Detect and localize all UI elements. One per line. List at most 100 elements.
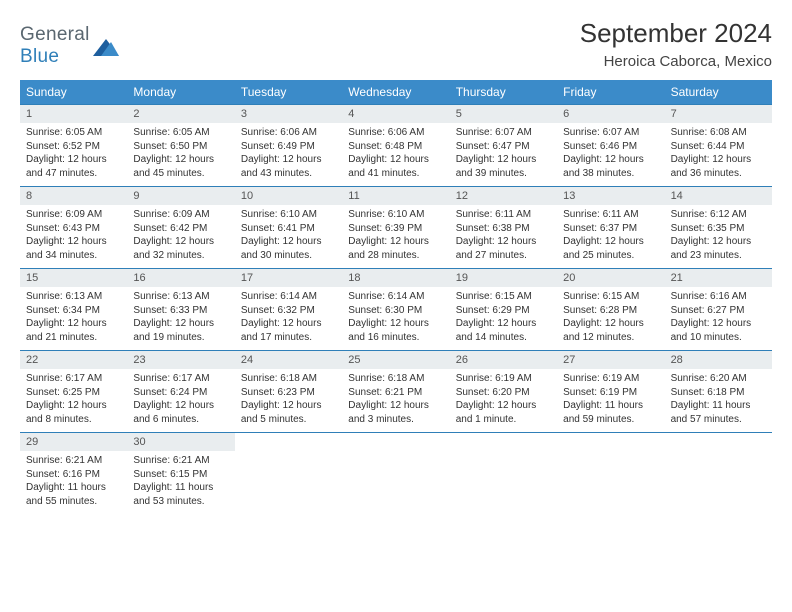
day-number: 3 xyxy=(235,105,342,123)
day-number: 8 xyxy=(20,187,127,205)
day-number: 23 xyxy=(127,351,234,369)
day-details: Sunrise: 6:12 AMSunset: 6:35 PMDaylight:… xyxy=(665,205,772,268)
calendar-cell: 30Sunrise: 6:21 AMSunset: 6:15 PMDayligh… xyxy=(127,433,234,514)
calendar-cell xyxy=(342,433,449,514)
calendar-cell xyxy=(665,433,772,514)
sunset-text: Sunset: 6:39 PM xyxy=(348,222,443,236)
dow-friday: Friday xyxy=(557,80,664,104)
calendar-cell: 29Sunrise: 6:21 AMSunset: 6:16 PMDayligh… xyxy=(20,433,127,514)
sunrise-text: Sunrise: 6:07 AM xyxy=(456,126,551,140)
calendar-cell: 28Sunrise: 6:20 AMSunset: 6:18 PMDayligh… xyxy=(665,351,772,432)
brand-part1: General xyxy=(20,24,90,45)
sunset-text: Sunset: 6:47 PM xyxy=(456,140,551,154)
calendar-cell: 12Sunrise: 6:11 AMSunset: 6:38 PMDayligh… xyxy=(450,187,557,268)
daylight-text: Daylight: 12 hours and 14 minutes. xyxy=(456,317,551,344)
sunrise-text: Sunrise: 6:05 AM xyxy=(133,126,228,140)
sunrise-text: Sunrise: 6:12 AM xyxy=(671,208,766,222)
daylight-text: Daylight: 12 hours and 23 minutes. xyxy=(671,235,766,262)
sunset-text: Sunset: 6:33 PM xyxy=(133,304,228,318)
day-details: Sunrise: 6:17 AMSunset: 6:24 PMDaylight:… xyxy=(127,369,234,432)
day-number: 13 xyxy=(557,187,664,205)
sunrise-text: Sunrise: 6:19 AM xyxy=(563,372,658,386)
daylight-text: Daylight: 12 hours and 6 minutes. xyxy=(133,399,228,426)
sunset-text: Sunset: 6:32 PM xyxy=(241,304,336,318)
day-details: Sunrise: 6:19 AMSunset: 6:19 PMDaylight:… xyxy=(557,369,664,432)
daylight-text: Daylight: 12 hours and 39 minutes. xyxy=(456,153,551,180)
sunrise-text: Sunrise: 6:10 AM xyxy=(348,208,443,222)
day-details: Sunrise: 6:13 AMSunset: 6:34 PMDaylight:… xyxy=(20,287,127,350)
daylight-text: Daylight: 12 hours and 45 minutes. xyxy=(133,153,228,180)
sunset-text: Sunset: 6:52 PM xyxy=(26,140,121,154)
calendar-cell: 1Sunrise: 6:05 AMSunset: 6:52 PMDaylight… xyxy=(20,105,127,186)
daylight-text: Daylight: 12 hours and 43 minutes. xyxy=(241,153,336,180)
daylight-text: Daylight: 12 hours and 36 minutes. xyxy=(671,153,766,180)
day-number: 21 xyxy=(665,269,772,287)
calendar-cell: 9Sunrise: 6:09 AMSunset: 6:42 PMDaylight… xyxy=(127,187,234,268)
day-details: Sunrise: 6:18 AMSunset: 6:23 PMDaylight:… xyxy=(235,369,342,432)
calendar-cell: 27Sunrise: 6:19 AMSunset: 6:19 PMDayligh… xyxy=(557,351,664,432)
calendar: Sunday Monday Tuesday Wednesday Thursday… xyxy=(20,80,772,514)
day-details: Sunrise: 6:11 AMSunset: 6:38 PMDaylight:… xyxy=(450,205,557,268)
day-details: Sunrise: 6:21 AMSunset: 6:15 PMDaylight:… xyxy=(127,451,234,514)
brand-logo: General Blue xyxy=(20,24,119,68)
calendar-cell: 18Sunrise: 6:14 AMSunset: 6:30 PMDayligh… xyxy=(342,269,449,350)
daylight-text: Daylight: 12 hours and 27 minutes. xyxy=(456,235,551,262)
calendar-cell: 22Sunrise: 6:17 AMSunset: 6:25 PMDayligh… xyxy=(20,351,127,432)
day-details: Sunrise: 6:07 AMSunset: 6:46 PMDaylight:… xyxy=(557,123,664,186)
calendar-cell: 14Sunrise: 6:12 AMSunset: 6:35 PMDayligh… xyxy=(665,187,772,268)
sunrise-text: Sunrise: 6:21 AM xyxy=(133,454,228,468)
sunrise-text: Sunrise: 6:18 AM xyxy=(241,372,336,386)
calendar-cell: 6Sunrise: 6:07 AMSunset: 6:46 PMDaylight… xyxy=(557,105,664,186)
sunrise-text: Sunrise: 6:19 AM xyxy=(456,372,551,386)
daylight-text: Daylight: 12 hours and 16 minutes. xyxy=(348,317,443,344)
day-details: Sunrise: 6:06 AMSunset: 6:49 PMDaylight:… xyxy=(235,123,342,186)
calendar-cell: 7Sunrise: 6:08 AMSunset: 6:44 PMDaylight… xyxy=(665,105,772,186)
day-number: 5 xyxy=(450,105,557,123)
sunrise-text: Sunrise: 6:18 AM xyxy=(348,372,443,386)
day-number: 7 xyxy=(665,105,772,123)
sunrise-text: Sunrise: 6:09 AM xyxy=(26,208,121,222)
sunset-text: Sunset: 6:35 PM xyxy=(671,222,766,236)
day-number: 27 xyxy=(557,351,664,369)
day-number: 30 xyxy=(127,433,234,451)
dow-sunday: Sunday xyxy=(20,80,127,104)
sunrise-text: Sunrise: 6:11 AM xyxy=(563,208,658,222)
daylight-text: Daylight: 12 hours and 10 minutes. xyxy=(671,317,766,344)
weeks-container: 1 Sunrise: 6:05 AM Sunset: 6:52 PM Daylight… xyxy=(20,104,772,514)
calendar-cell: 16Sunrise: 6:13 AMSunset: 6:33 PMDayligh… xyxy=(127,269,234,350)
daylight-text: Daylight: 11 hours and 59 minutes. xyxy=(563,399,658,426)
sunset-text: Sunset: 6:41 PM xyxy=(241,222,336,236)
day-details: Sunrise: 6:10 AMSunset: 6:41 PMDaylight:… xyxy=(235,205,342,268)
sunset-text: Sunset: 6:27 PM xyxy=(671,304,766,318)
calendar-cell: 19Sunrise: 6:15 AMSunset: 6:29 PMDayligh… xyxy=(450,269,557,350)
calendar-week: 8Sunrise: 6:09 AMSunset: 6:43 PMDaylight… xyxy=(20,186,772,268)
day-details: Sunrise: 6:09 AMSunset: 6:43 PMDaylight:… xyxy=(20,205,127,268)
sunset-text: Sunset: 6:43 PM xyxy=(26,222,121,236)
day-number: 20 xyxy=(557,269,664,287)
dow-row: Sunday Monday Tuesday Wednesday Thursday… xyxy=(20,80,772,104)
brand-part2: Blue xyxy=(20,46,59,67)
calendar-cell: 10Sunrise: 6:10 AMSunset: 6:41 PMDayligh… xyxy=(235,187,342,268)
sunrise-text: Sunrise: 6:17 AM xyxy=(133,372,228,386)
sunset-text: Sunset: 6:30 PM xyxy=(348,304,443,318)
calendar-cell: 17Sunrise: 6:14 AMSunset: 6:32 PMDayligh… xyxy=(235,269,342,350)
day-number: 14 xyxy=(665,187,772,205)
day-details: Sunrise: 6:05 AMSunset: 6:50 PMDaylight:… xyxy=(127,123,234,186)
sunrise-text: Sunrise: 6:07 AM xyxy=(563,126,658,140)
header: General Blue September 2024 Heroica Cabo… xyxy=(20,18,772,70)
sunset-text: Sunset: 6:44 PM xyxy=(671,140,766,154)
daylight-text: Daylight: 12 hours and 3 minutes. xyxy=(348,399,443,426)
day-number: 10 xyxy=(235,187,342,205)
day-number: 16 xyxy=(127,269,234,287)
day-details: Sunrise: 6:09 AMSunset: 6:42 PMDaylight:… xyxy=(127,205,234,268)
sunset-text: Sunset: 6:24 PM xyxy=(133,386,228,400)
calendar-cell: 25Sunrise: 6:18 AMSunset: 6:21 PMDayligh… xyxy=(342,351,449,432)
day-number: 22 xyxy=(20,351,127,369)
calendar-cell: 8Sunrise: 6:09 AMSunset: 6:43 PMDaylight… xyxy=(20,187,127,268)
calendar-cell: 3Sunrise: 6:06 AMSunset: 6:49 PMDaylight… xyxy=(235,105,342,186)
calendar-cell: 24Sunrise: 6:18 AMSunset: 6:23 PMDayligh… xyxy=(235,351,342,432)
sunrise-text: Sunrise: 6:10 AM xyxy=(241,208,336,222)
calendar-week: 15Sunrise: 6:13 AMSunset: 6:34 PMDayligh… xyxy=(20,268,772,350)
dow-tuesday: Tuesday xyxy=(235,80,342,104)
day-number: 1 xyxy=(20,105,127,123)
